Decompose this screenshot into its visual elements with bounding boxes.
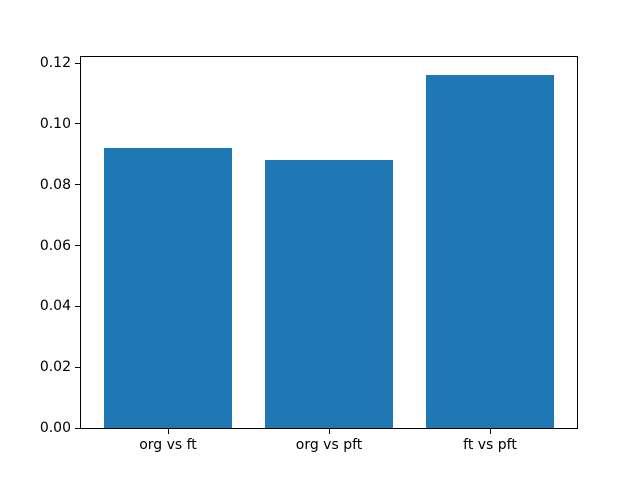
x-tick-label: ft vs pft xyxy=(463,437,517,453)
y-tick-mark xyxy=(75,62,80,64)
y-tick-mark xyxy=(75,427,80,429)
bar-ft-vs-pft xyxy=(425,75,555,428)
y-tick-label: 0.04 xyxy=(39,298,71,315)
bar-org-vs-pft xyxy=(264,160,394,428)
y-tick-mark xyxy=(75,245,80,246)
x-tick-mark xyxy=(489,429,491,434)
x-tick-mark xyxy=(167,429,169,434)
plot-area: 0.00 0.02 0.04 0.06 0.08 0.10 0.12 org vs ft org… xyxy=(40,56,578,452)
y-tick-mark xyxy=(75,123,80,125)
y-tick-label: 0.08 xyxy=(39,176,71,193)
y-tick-label: 0.00 xyxy=(39,420,71,436)
y-tick-label: 0.02 xyxy=(39,359,71,376)
x-tick-label: org vs ft xyxy=(139,437,197,453)
x-tick-mark xyxy=(328,429,330,434)
x-tick-label: org vs pft xyxy=(295,437,363,453)
y-tick-mark xyxy=(75,184,80,186)
y-tick-mark xyxy=(75,305,80,307)
y-tick-label: 0.12 xyxy=(39,55,71,72)
y-tick-mark xyxy=(75,366,80,368)
bar-org-vs-ft xyxy=(103,148,233,428)
y-tick-label: 0.06 xyxy=(39,237,71,254)
y-tick-label: 0.10 xyxy=(39,115,71,132)
